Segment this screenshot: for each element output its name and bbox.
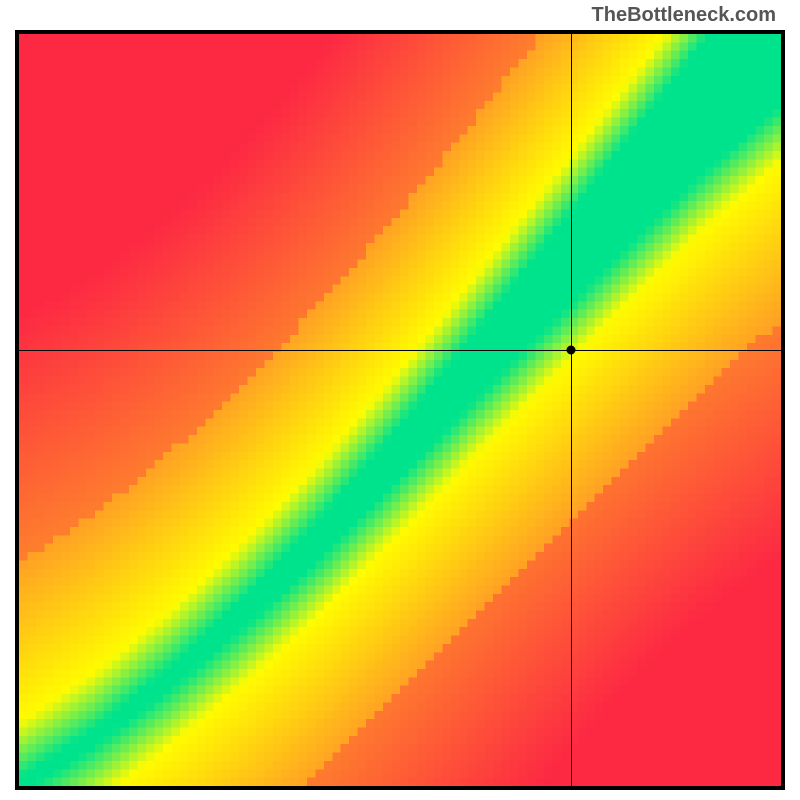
watermark-text: TheBottleneck.com: [592, 4, 776, 27]
heatmap-canvas: [19, 34, 781, 786]
crosshair-vertical: [571, 34, 572, 786]
crosshair-marker-dot: [567, 345, 576, 354]
crosshair-horizontal: [19, 350, 781, 351]
heatmap-chart: [15, 30, 785, 790]
